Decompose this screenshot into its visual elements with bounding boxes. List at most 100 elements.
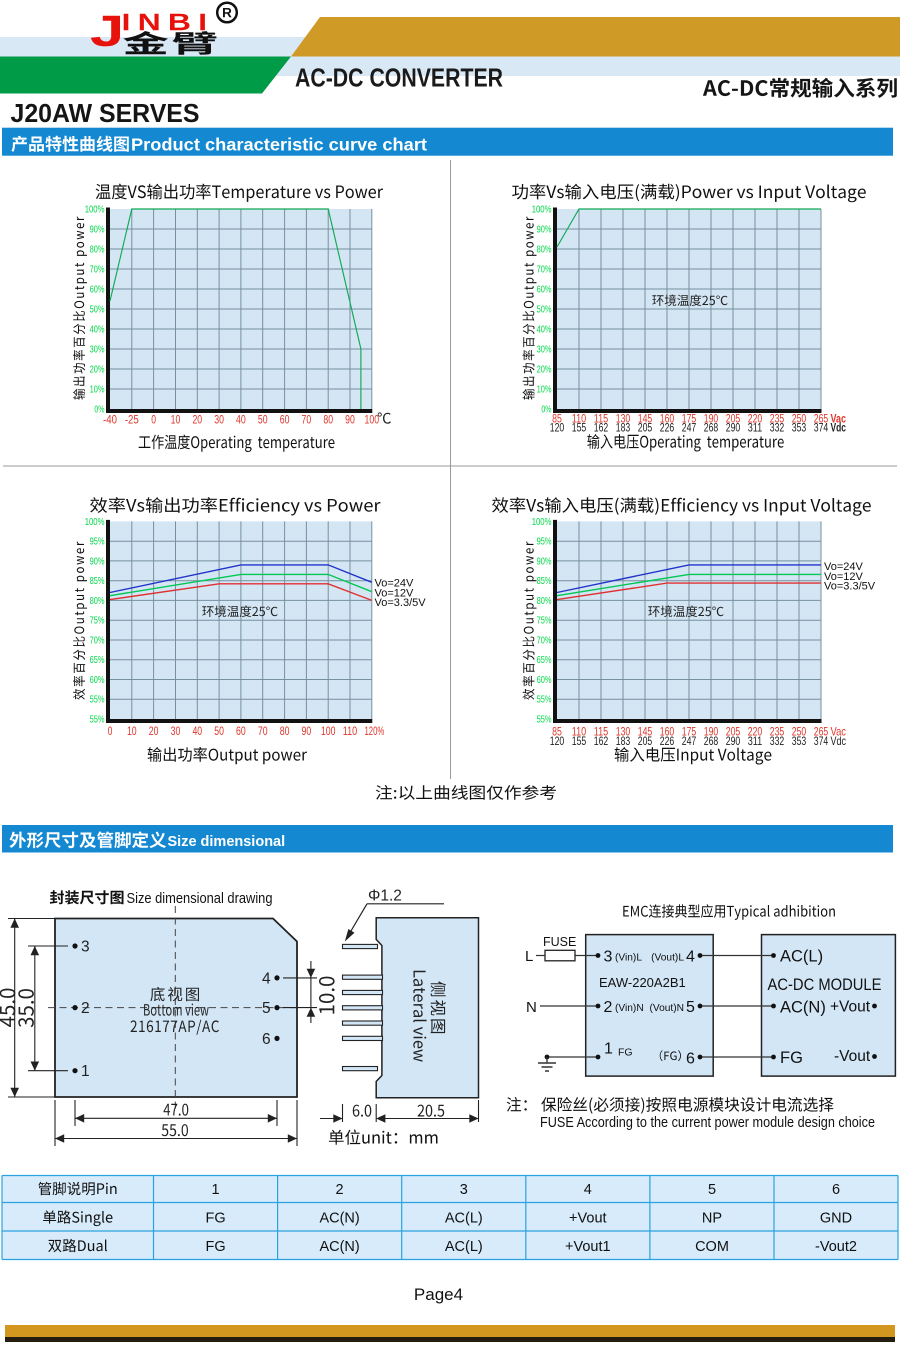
svg-text:205: 205 [638, 420, 653, 434]
svg-text:6: 6 [262, 1031, 271, 1048]
svg-text:55%: 55% [90, 694, 105, 706]
svg-text:20%: 20% [537, 364, 552, 376]
svg-text:Vo=24V: Vo=24V [824, 561, 864, 573]
svg-text:60: 60 [280, 413, 290, 427]
svg-text:3: 3 [460, 1182, 468, 1198]
svg-text:85%: 85% [90, 575, 105, 587]
svg-text:-25: -25 [125, 413, 139, 427]
svg-text:60%: 60% [537, 674, 552, 686]
svg-text:70%: 70% [537, 264, 552, 276]
svg-text:160: 160 [660, 725, 675, 739]
svg-text:115: 115 [594, 725, 609, 739]
svg-text:FG: FG [206, 1211, 226, 1227]
svg-text:FG: FG [618, 1047, 633, 1059]
svg-text:COM: COM [695, 1239, 729, 1255]
svg-text:374: 374 [814, 734, 829, 748]
svg-text:120: 120 [550, 420, 565, 434]
svg-text:162: 162 [594, 420, 609, 434]
svg-text:50: 50 [258, 413, 268, 427]
svg-text:0: 0 [151, 413, 156, 427]
svg-text:N: N [526, 999, 537, 1016]
svg-text:250: 250 [792, 725, 807, 739]
svg-text:60%: 60% [537, 284, 552, 296]
svg-text:100%: 100% [85, 204, 105, 216]
svg-text:Vac: Vac [831, 725, 847, 739]
svg-text:145: 145 [638, 412, 653, 426]
svg-text:AC(N): AC(N) [319, 1239, 359, 1255]
svg-text:30: 30 [214, 413, 224, 427]
svg-text:80%: 80% [90, 595, 105, 607]
svg-text:+Vout: +Vout [830, 999, 871, 1016]
svg-text:Vo=12V: Vo=12V [375, 588, 415, 600]
svg-text:226: 226 [660, 420, 675, 434]
svg-text:AC-DC MODULE: AC-DC MODULE [768, 976, 882, 994]
svg-text:130: 130 [616, 412, 631, 426]
svg-text:Φ1.2: Φ1.2 [368, 888, 402, 905]
svg-text:+Vout1: +Vout1 [565, 1239, 611, 1255]
svg-text:190: 190 [704, 412, 719, 426]
svg-text:50%: 50% [90, 304, 105, 316]
svg-text:Vo=3.3/5V: Vo=3.3/5V [824, 581, 876, 593]
svg-text:80: 80 [280, 724, 290, 738]
svg-text:220: 220 [748, 412, 763, 426]
svg-text:110: 110 [572, 412, 587, 426]
svg-text:85: 85 [552, 412, 562, 426]
svg-text:20: 20 [149, 724, 159, 738]
svg-text:175: 175 [682, 412, 697, 426]
svg-text:Product characteristic curve c: Product characteristic curve chart [131, 134, 427, 154]
svg-text:40%: 40% [537, 324, 552, 336]
svg-text:FG: FG [206, 1239, 226, 1255]
svg-text:80%: 80% [537, 595, 552, 607]
svg-text:190: 190 [704, 725, 719, 739]
svg-text:100%: 100% [532, 204, 552, 216]
svg-text:70%: 70% [90, 635, 105, 647]
svg-text:70: 70 [258, 724, 268, 738]
svg-text:-Vout: -Vout [834, 1048, 871, 1065]
svg-text:250: 250 [792, 412, 807, 426]
svg-text:268: 268 [704, 734, 719, 748]
svg-text:205: 205 [638, 734, 653, 748]
svg-text:100%: 100% [85, 516, 105, 528]
svg-text:60%: 60% [90, 674, 105, 686]
svg-text:353: 353 [792, 420, 807, 434]
svg-text:4: 4 [686, 949, 695, 966]
svg-text:353: 353 [792, 734, 807, 748]
svg-text:10%: 10% [90, 384, 105, 396]
svg-text:GND: GND [820, 1211, 852, 1227]
svg-text:NP: NP [702, 1211, 722, 1227]
svg-text:5: 5 [708, 1182, 716, 1198]
svg-text:AC(N): AC(N) [780, 999, 826, 1017]
svg-text:40: 40 [236, 413, 246, 427]
svg-text:10: 10 [171, 413, 181, 427]
svg-text:145: 145 [638, 725, 653, 739]
svg-text:Size dimensional drawing: Size dimensional drawing [127, 890, 273, 907]
svg-text:220: 220 [748, 725, 763, 739]
svg-text:3: 3 [81, 939, 90, 956]
svg-text:2: 2 [336, 1182, 344, 1198]
svg-text:Vdc: Vdc [831, 734, 847, 748]
svg-text:4: 4 [584, 1182, 592, 1198]
svg-text:110: 110 [572, 725, 587, 739]
svg-text:6: 6 [832, 1182, 840, 1198]
svg-text:374: 374 [814, 420, 829, 434]
svg-text:FG: FG [780, 1049, 803, 1067]
svg-text:155: 155 [572, 734, 587, 748]
svg-text:(Vout)N: (Vout)N [649, 1003, 684, 1014]
svg-text:100: 100 [365, 413, 380, 427]
svg-text:226: 226 [660, 734, 675, 748]
svg-text:Size dimensional: Size dimensional [168, 834, 286, 850]
svg-text:290: 290 [726, 420, 741, 434]
svg-text:90: 90 [302, 724, 312, 738]
svg-text:247: 247 [682, 734, 697, 748]
svg-text:162: 162 [594, 734, 609, 748]
svg-text:6: 6 [686, 1051, 695, 1068]
svg-text:55%: 55% [537, 694, 552, 706]
svg-text:0%: 0% [94, 404, 104, 416]
svg-text:L: L [525, 948, 533, 965]
svg-text:65%: 65% [537, 654, 552, 666]
svg-text:Vo=24V: Vo=24V [375, 578, 415, 590]
svg-text:(Vout)L: (Vout)L [651, 953, 684, 964]
svg-text:80%: 80% [90, 244, 105, 256]
svg-text:100: 100 [321, 724, 336, 738]
svg-text:70: 70 [302, 413, 312, 427]
